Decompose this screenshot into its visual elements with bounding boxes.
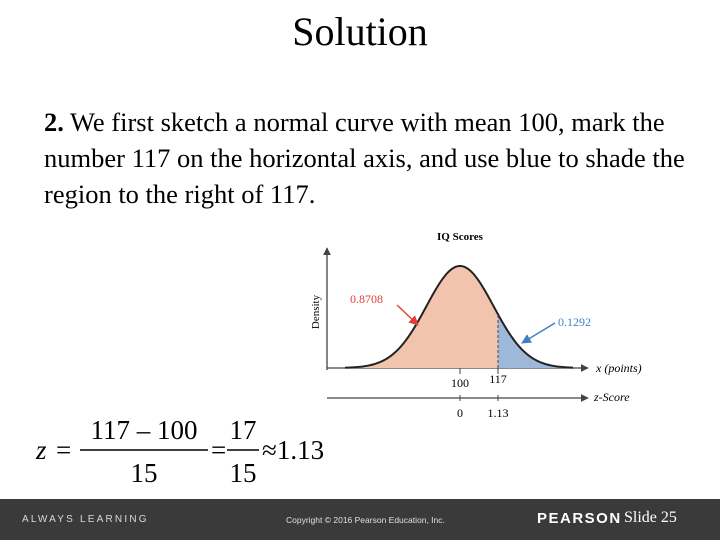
x-tick-label: 117 [489,372,507,386]
z-tick-label: 0 [457,406,463,420]
footer-copyright: Copyright © 2016 Pearson Education, Inc. [286,515,445,525]
x-axis-label: x (points) [595,361,642,375]
slide-title: Solution [292,9,428,54]
formula-equals: = [211,435,226,465]
formula-result: ≈1.13 [262,435,324,465]
pearson-logo: PEARSON [537,510,622,527]
right-area-shading [498,314,573,368]
left-area-arrow [396,304,419,326]
normal-curve [344,264,574,369]
y-axis-label: Density [310,294,322,329]
left-area-label: 0.8708 [350,292,383,306]
normal-curve-figure: IQ Scores Density 100 117 0 1.13 x (poin… [310,231,642,420]
formula-denominator-2: 15 [230,458,257,488]
formula-denominator-1: 15 [131,458,158,488]
formula-equals: = [56,435,71,465]
formula-numerator-1: 117 – 100 [91,415,198,445]
solution-paragraph: 2. We first sketch a normal curve with m… [44,104,694,212]
formula-z: z [35,435,47,465]
z-score-formula: z = 117 – 100 15 = 17 15 ≈1.13 [35,415,324,488]
step-number: 2. [44,107,64,137]
z-axis-label: z-Score [593,390,630,404]
z-tick-label: 1.13 [488,406,509,420]
figure-title: IQ Scores [437,231,484,243]
formula-numerator-2: 17 [230,415,257,445]
right-area-label: 0.1292 [558,315,591,329]
paragraph-text: We first sketch a normal curve with mean… [44,107,685,209]
slide-number: Slide 25 [624,509,677,526]
footer-tagline: ALWAYS LEARNING [22,514,149,525]
x-tick-label: 100 [451,376,469,390]
right-area-arrow [521,322,556,344]
footer-bar: ALWAYS LEARNING Copyright © 2016 Pearson… [0,499,720,540]
